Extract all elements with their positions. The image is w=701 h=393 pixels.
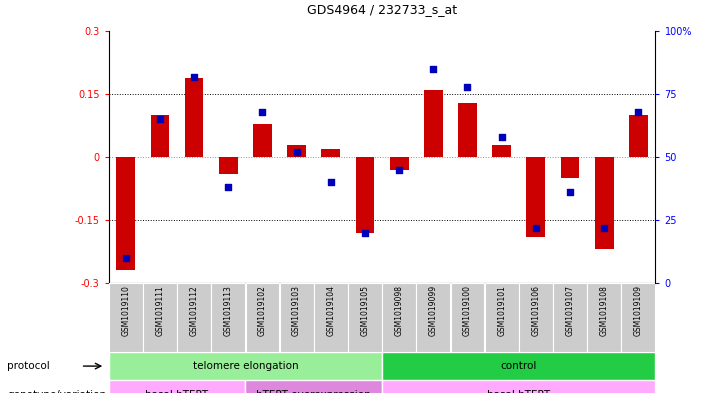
Text: GSM1019109: GSM1019109: [634, 285, 643, 336]
Text: GSM1019110: GSM1019110: [121, 285, 130, 336]
Bar: [424, 90, 443, 157]
Bar: [390, 157, 409, 170]
Bar: [458, 103, 477, 157]
Point: [496, 134, 508, 140]
Point: [428, 66, 439, 72]
Point: [462, 84, 473, 90]
Bar: [416, 283, 450, 352]
Text: GSM1019107: GSM1019107: [566, 285, 575, 336]
Bar: [561, 157, 580, 178]
Bar: [245, 283, 280, 352]
Bar: [116, 157, 135, 270]
Bar: [109, 283, 143, 352]
Bar: [287, 145, 306, 157]
Point: [291, 149, 302, 155]
Bar: [484, 283, 519, 352]
Bar: [143, 283, 177, 352]
Text: protocol: protocol: [7, 361, 50, 371]
Bar: [519, 283, 553, 352]
Text: GSM1019100: GSM1019100: [463, 285, 472, 336]
Point: [154, 116, 165, 123]
Text: GSM1019102: GSM1019102: [258, 285, 267, 336]
Bar: [109, 352, 382, 380]
Bar: [594, 157, 613, 250]
Bar: [382, 352, 655, 380]
Text: genotype/variation: genotype/variation: [7, 390, 106, 393]
Bar: [382, 380, 655, 393]
Bar: [184, 77, 203, 157]
Bar: [348, 283, 382, 352]
Point: [564, 189, 576, 196]
Text: GSM1019101: GSM1019101: [497, 285, 506, 336]
Bar: [382, 283, 416, 352]
Point: [393, 167, 404, 173]
Point: [599, 224, 610, 231]
Bar: [621, 283, 655, 352]
Point: [633, 109, 644, 115]
Bar: [109, 380, 245, 393]
Text: basal hTERT: basal hTERT: [487, 390, 550, 393]
Bar: [219, 157, 238, 174]
Bar: [526, 157, 545, 237]
Text: GSM1019106: GSM1019106: [531, 285, 540, 336]
Bar: [355, 157, 374, 233]
Point: [530, 224, 541, 231]
Text: GSM1019099: GSM1019099: [429, 285, 438, 336]
Text: GSM1019103: GSM1019103: [292, 285, 301, 336]
Text: hTERT overexpression: hTERT overexpression: [257, 390, 371, 393]
Bar: [151, 115, 170, 157]
Text: telomere elongation: telomere elongation: [193, 361, 298, 371]
Text: GSM1019112: GSM1019112: [189, 285, 198, 336]
Text: basal hTERT: basal hTERT: [145, 390, 209, 393]
Text: GSM1019104: GSM1019104: [326, 285, 335, 336]
Bar: [629, 115, 648, 157]
Text: GSM1019113: GSM1019113: [224, 285, 233, 336]
Point: [120, 255, 131, 261]
Bar: [587, 283, 621, 352]
Point: [223, 184, 234, 191]
Text: GSM1019108: GSM1019108: [599, 285, 608, 336]
Bar: [280, 283, 313, 352]
Bar: [314, 283, 348, 352]
Point: [325, 179, 336, 185]
Bar: [253, 124, 272, 157]
Text: GSM1019098: GSM1019098: [395, 285, 404, 336]
Point: [360, 230, 371, 236]
Bar: [492, 145, 511, 157]
Bar: [553, 283, 587, 352]
Point: [189, 73, 200, 80]
Bar: [321, 149, 340, 157]
Bar: [177, 283, 211, 352]
Text: GSM1019111: GSM1019111: [156, 285, 165, 336]
Bar: [211, 283, 245, 352]
Text: GDS4964 / 232733_s_at: GDS4964 / 232733_s_at: [307, 3, 457, 16]
Bar: [451, 283, 484, 352]
Text: GSM1019105: GSM1019105: [360, 285, 369, 336]
Point: [257, 109, 268, 115]
Bar: [245, 380, 382, 393]
Text: control: control: [501, 361, 537, 371]
